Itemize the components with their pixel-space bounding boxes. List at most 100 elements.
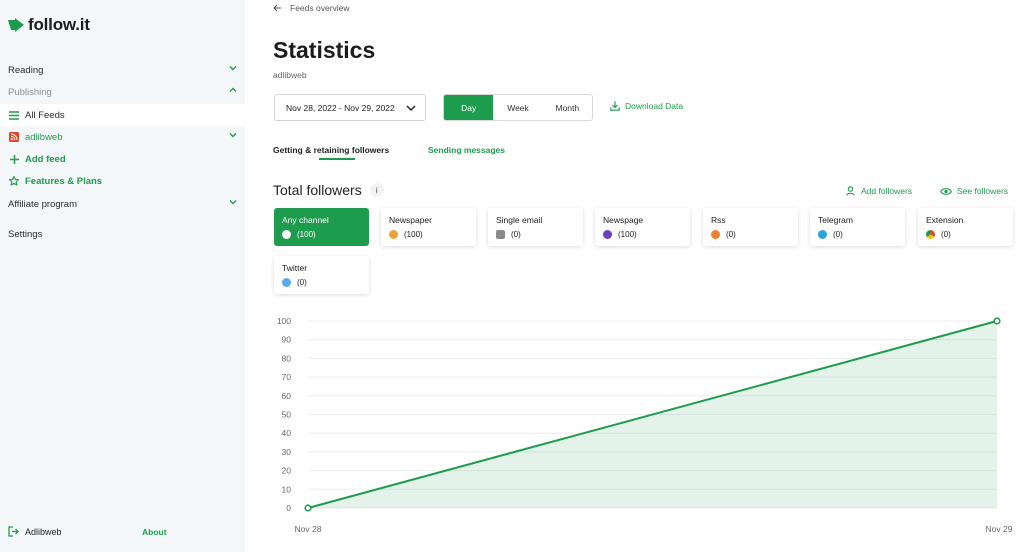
channel-count: (0) (511, 230, 521, 239)
sidebar-item-label: All Feeds (25, 109, 65, 121)
newspaper-icon (389, 230, 398, 239)
active-tab-indicator (319, 158, 355, 160)
y-tick-label: 40 (282, 428, 292, 438)
sidebar: follow.it Reading Publishing All Feeds a… (0, 0, 245, 552)
sidebar-item-label: adlibweb (25, 131, 63, 143)
data-point (304, 504, 312, 512)
channel-card-single-email[interactable]: Single email (0) (488, 208, 583, 246)
channel-name: Telegram (818, 215, 853, 225)
period-toggle: Day Week Month (443, 94, 593, 121)
telegram-icon (818, 230, 827, 239)
x-tick-label: Nov 28 (295, 524, 322, 534)
back-link[interactable]: Feeds overview (273, 3, 350, 13)
tab-sending-messages[interactable]: Sending messages (428, 145, 506, 155)
followers-chart: 0 10 20 30 40 50 60 70 80 90 100 Nov 28 Nov 29 (277, 316, 1013, 534)
date-range-select[interactable]: Nov 28, 2022 - Nov 29, 2022 (274, 94, 426, 121)
channel-count: (0) (833, 230, 843, 239)
logout-button[interactable]: Adlibweb (8, 526, 62, 537)
sidebar-item-add-feed[interactable]: Add feed (0, 148, 245, 170)
channel-name: Twitter (282, 263, 308, 273)
series-line (307, 320, 998, 509)
channel-count: (100) (404, 230, 423, 239)
y-tick-label: 90 (282, 335, 292, 345)
sidebar-item-label: Add feed (25, 153, 66, 165)
page-subtitle: adlibweb (273, 70, 307, 80)
y-tick-label: 30 (282, 447, 292, 457)
chevron-up-icon (229, 87, 237, 92)
y-tick-label: 0 (286, 503, 291, 513)
eye-icon (940, 187, 952, 195)
sidebar-footer: Adlibweb About (0, 512, 245, 552)
star-icon (8, 175, 20, 187)
list-icon (8, 109, 20, 121)
user-name: Adlibweb (25, 526, 62, 537)
channel-name: Extension (926, 215, 964, 225)
rss-icon (711, 230, 720, 239)
single-email-icon (496, 230, 505, 239)
sidebar-item-affiliate-program[interactable]: Affiliate program (0, 193, 245, 215)
channel-card-telegram[interactable]: Telegram (0) (810, 208, 905, 246)
add-followers-button[interactable]: Add followers (846, 186, 912, 196)
channel-card-extension[interactable]: Extension (0) (918, 208, 1013, 246)
period-week-button[interactable]: Week (507, 102, 529, 113)
tab-getting-retaining[interactable]: Getting & retaining followers (273, 145, 390, 155)
logo-text: follow.it (28, 15, 90, 34)
channel-card-newspage[interactable]: Newspage (100) (595, 208, 690, 246)
plus-icon (8, 153, 20, 165)
channel-name: Single email (496, 215, 543, 225)
chevron-down-icon (229, 66, 237, 71)
channel-card-rss[interactable]: Rss (0) (703, 208, 798, 246)
sidebar-item-all-feeds[interactable]: All Feeds (0, 104, 245, 126)
sidebar-item-settings[interactable]: Settings (0, 223, 245, 245)
date-range-value: Nov 28, 2022 - Nov 29, 2022 (286, 102, 395, 113)
y-tick-label: 60 (282, 391, 292, 401)
y-tick-label: 50 (282, 410, 292, 420)
channel-name: Newspage (603, 215, 644, 225)
info-icon[interactable]: i (369, 183, 384, 197)
channel-count: (100) (297, 230, 316, 239)
channel-card-newspaper[interactable]: Newspaper (100) (381, 208, 476, 246)
sidebar-item-reading[interactable]: Reading (0, 59, 245, 81)
channel-count: (0) (941, 230, 951, 239)
download-data-button[interactable]: Download Data (610, 101, 683, 111)
download-icon (610, 101, 620, 111)
section-title: Total followers i (273, 182, 384, 198)
channel-name: Any channel (282, 215, 329, 225)
period-month-button[interactable]: Month (555, 102, 580, 113)
arrow-left-icon (273, 4, 281, 12)
logo-arrow-icon (8, 18, 24, 32)
chevron-down-icon (406, 105, 416, 112)
sidebar-item-label: Affiliate program (8, 198, 77, 210)
total-followers-heading: Total followers (273, 182, 362, 198)
sidebar-item-adlibweb[interactable]: adlibweb (0, 126, 245, 148)
y-tick-label: 70 (282, 372, 292, 382)
sidebar-item-label: Settings (8, 228, 43, 240)
logo[interactable]: follow.it (8, 15, 90, 35)
chrome-icon (926, 230, 935, 239)
channel-name: Rss (711, 215, 726, 225)
download-data-label: Download Data (625, 101, 684, 111)
y-tick-label: 10 (282, 484, 292, 494)
sidebar-item-label: Publishing (8, 86, 52, 98)
add-user-icon (846, 186, 855, 196)
see-followers-label: See followers (957, 186, 1009, 196)
y-tick-label: 80 (282, 353, 292, 363)
channel-card-twitter[interactable]: Twitter (0) (274, 256, 369, 294)
main-content: Feeds overview Statistics adlibweb Nov 2… (245, 0, 1024, 552)
twitter-icon (282, 278, 291, 287)
period-day-button[interactable]: Day (444, 95, 494, 120)
channel-count: (0) (297, 278, 307, 287)
x-tick-label: Nov 29 (986, 524, 1013, 534)
channel-card-any[interactable]: Any channel (100) (274, 208, 369, 246)
about-link[interactable]: About (142, 527, 167, 537)
logout-icon (8, 526, 19, 537)
see-followers-button[interactable]: See followers (940, 186, 1008, 196)
sidebar-item-features-plans[interactable]: Features & Plans (0, 170, 245, 192)
newspage-icon (603, 230, 612, 239)
sidebar-item-label: Features & Plans (25, 175, 103, 187)
channel-count: (0) (726, 230, 736, 239)
y-tick-label: 20 (282, 466, 292, 476)
page-title: Statistics (273, 37, 376, 63)
sidebar-item-publishing[interactable]: Publishing (0, 81, 245, 103)
channel-name: Newspaper (389, 215, 432, 225)
